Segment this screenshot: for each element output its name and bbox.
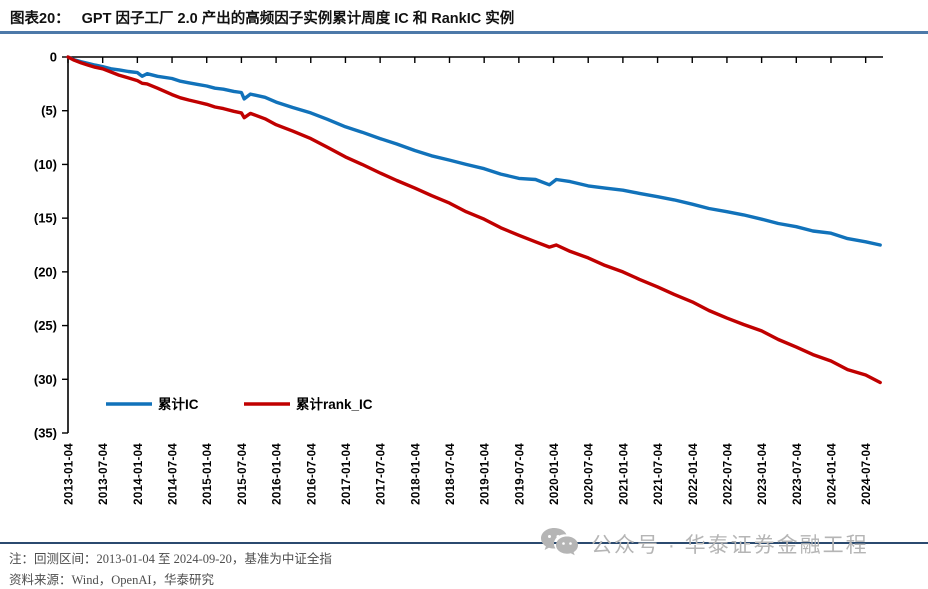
x-axis-tick-label: 2022-01-04 (688, 443, 700, 505)
x-axis-tick-label: 2021-01-04 (618, 443, 630, 505)
watermark-text: 公众号 · 华泰证券金融工程 (591, 534, 869, 557)
wechat-icon (541, 528, 578, 556)
x-axis-tick-label: 2017-07-04 (376, 443, 388, 505)
x-axis-tick-label: 2018-07-04 (445, 443, 457, 505)
y-axis-tick-label: (30) (34, 372, 57, 387)
x-axis-tick-label: 2019-07-04 (514, 443, 526, 505)
title-divider (0, 31, 928, 34)
x-axis-tick-label: 2020-01-04 (549, 443, 561, 505)
x-axis-tick-label: 2013-01-04 (64, 443, 76, 505)
y-axis-tick-label: (5) (41, 103, 57, 118)
legend-label: 累计rank_IC (296, 396, 373, 412)
data-source-note: 资料来源：Wind，OpenAI，华泰研究 (9, 573, 215, 587)
rank-ic-series-line (66, 55, 882, 385)
x-axis-tick-label: 2014-01-04 (133, 443, 145, 505)
x-axis-tick-label: 2024-07-04 (861, 443, 873, 505)
x-axis-tick-label: 2024-01-04 (826, 443, 838, 505)
x-axis-tick-label: 2022-07-04 (722, 443, 734, 505)
x-axis-tick-label: 2017-01-04 (341, 443, 353, 505)
footer-divider (0, 542, 928, 544)
y-axis-tick-label: (35) (34, 426, 57, 441)
backtest-note: 注：回测区间：2013-01-04 至 2024-09-20，基准为中证全指 (9, 552, 332, 566)
watermark: 公众号 · 华泰证券金融工程 (540, 527, 869, 561)
y-axis-tick-label: (15) (34, 211, 57, 226)
x-axis-tick-label: 2020-07-04 (584, 443, 596, 505)
x-axis-tick-label: 2023-07-04 (792, 443, 804, 505)
figure-number-label: 图表20： (10, 11, 70, 27)
x-axis-tick-label: 2018-01-04 (410, 443, 422, 505)
x-axis-tick-label: 2021-07-04 (653, 443, 665, 505)
ic-series-line (66, 55, 882, 247)
y-axis-tick-label: (10) (34, 157, 57, 172)
figure-title-text: GPT 因子工厂 2.0 产出的高频因子实例累计周度 IC 和 RankIC 实… (81, 11, 515, 27)
x-axis-tick-label: 2015-01-04 (202, 443, 214, 505)
figure-title: 图表20： GPT 因子工厂 2.0 产出的高频因子实例累计周度 IC 和 Ran… (10, 7, 514, 28)
x-axis-tick-label: 2016-07-04 (306, 443, 318, 505)
y-axis-tick-label: (25) (34, 318, 57, 333)
x-axis-tick-label: 2023-01-04 (757, 443, 769, 505)
y-axis-tick-label: 0 (50, 50, 57, 65)
x-axis-tick-label: 2019-01-04 (480, 443, 492, 505)
x-axis-tick-label: 2015-07-04 (237, 443, 249, 505)
y-axis-tick-label: (20) (34, 264, 57, 279)
x-axis-tick-label: 2016-01-04 (272, 443, 284, 505)
legend-label: 累计IC (158, 396, 199, 412)
x-axis-tick-label: 2014-07-04 (168, 443, 180, 505)
x-axis-tick-label: 2013-07-04 (98, 443, 110, 505)
